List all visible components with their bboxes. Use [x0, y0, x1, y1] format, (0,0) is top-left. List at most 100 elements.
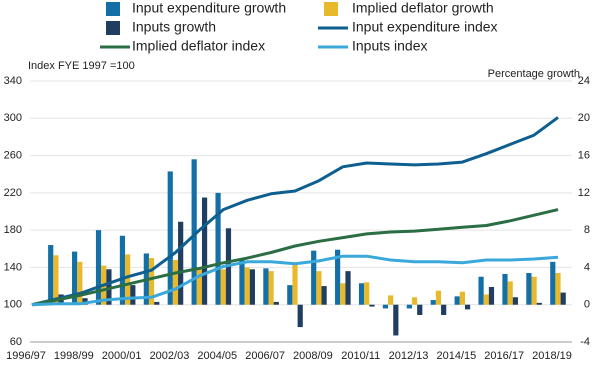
bar [483, 294, 489, 305]
y2-tick-label: 12 [578, 187, 590, 199]
bar [148, 258, 155, 305]
bar [95, 230, 102, 305]
y-tick-label: 60 [10, 336, 22, 348]
bar [239, 259, 245, 305]
y-tick-label: 100 [4, 299, 22, 311]
bar [311, 250, 317, 305]
bar [560, 292, 566, 305]
bar [441, 304, 447, 315]
bar [273, 301, 279, 305]
bar [388, 295, 394, 305]
legend-label: Input expenditure index [352, 19, 498, 35]
bar [321, 286, 327, 305]
bar [406, 304, 412, 309]
bar [502, 273, 508, 305]
x-tick-label: 1996/97 [6, 350, 46, 362]
bar [430, 300, 436, 305]
legend-swatch [106, 21, 120, 35]
bar [555, 273, 561, 305]
bar [82, 298, 88, 305]
bar [263, 268, 269, 305]
legend-swatch [106, 2, 120, 16]
bar [77, 261, 83, 305]
y2-tick-label: 20 [578, 112, 590, 124]
y2-axis-title: Percentage growth [488, 68, 580, 80]
bar [154, 301, 160, 305]
y-tick-label: 140 [4, 261, 22, 273]
bar [512, 297, 518, 305]
y-tick-label: 260 [4, 149, 22, 161]
x-tick-label: 2016/17 [484, 350, 524, 362]
bar [48, 245, 54, 305]
x-tick-label: 2002/03 [150, 350, 190, 362]
x-tick-label: 2010/11 [341, 350, 380, 362]
bar [411, 297, 418, 305]
bar [268, 271, 274, 305]
y2-tick-label: 16 [578, 149, 590, 161]
x-tick-label: 2006/07 [245, 350, 285, 362]
x-tick-label: 2004/05 [197, 350, 237, 362]
bar [364, 282, 370, 305]
bar [358, 283, 365, 305]
bar [507, 281, 513, 305]
x-tick-label: 1998/99 [54, 350, 94, 362]
bar [72, 251, 78, 305]
y2-tick-label: 0 [584, 299, 590, 311]
bar [167, 171, 173, 305]
bar [536, 302, 542, 305]
bar [488, 287, 495, 305]
bar [464, 304, 471, 310]
x-tick-label: 2012/13 [389, 350, 429, 362]
line [31, 116, 559, 307]
y2-tick-label: 8 [584, 224, 590, 236]
bar [417, 304, 423, 315]
bar [53, 255, 59, 305]
bar [550, 261, 556, 305]
bar [382, 304, 389, 309]
y-axis-title: Index FYE 1997 =100 [28, 60, 135, 72]
bar [297, 304, 303, 328]
bar [335, 249, 341, 305]
bar [178, 221, 184, 305]
bar [201, 197, 208, 305]
bar [215, 192, 221, 305]
y-tick-label: 180 [4, 224, 22, 236]
bar [130, 285, 136, 305]
bar [345, 271, 351, 305]
y2-tick-label: 4 [584, 261, 590, 273]
bar [292, 262, 298, 305]
bar [340, 283, 346, 305]
bar [244, 267, 250, 305]
bar [249, 269, 255, 305]
bar [287, 285, 293, 305]
line [31, 254, 559, 307]
bar [531, 276, 537, 305]
bar [172, 259, 179, 305]
bar [119, 235, 126, 305]
x-tick-label: 2014/15 [436, 350, 476, 362]
y-tick-label: 340 [4, 75, 22, 87]
line [31, 208, 559, 307]
bar [196, 269, 202, 305]
bar [459, 291, 465, 305]
bar [435, 290, 442, 305]
bar [125, 254, 131, 305]
x-tick-label: 2018/19 [532, 350, 572, 362]
legend-label: Inputs growth [132, 19, 216, 35]
legend-label: Input expenditure growth [132, 0, 286, 16]
bar [191, 159, 197, 305]
bar [526, 273, 532, 305]
legend-swatch [324, 2, 338, 16]
legend-label: Implied deflator growth [352, 0, 494, 16]
bar [106, 269, 112, 305]
bar [393, 304, 399, 336]
y2-tick-label: 24 [578, 75, 590, 87]
bar [220, 269, 226, 305]
bar [454, 296, 460, 305]
bar [369, 304, 375, 307]
bar [316, 271, 322, 305]
x-tick-label: 2008/09 [293, 350, 333, 362]
legend-label: Inputs index [352, 38, 428, 54]
x-tick-label: 2000/01 [102, 350, 142, 362]
